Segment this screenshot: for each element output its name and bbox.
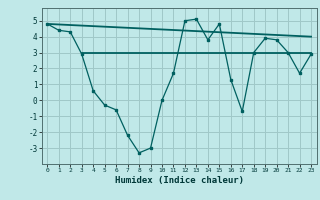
X-axis label: Humidex (Indice chaleur): Humidex (Indice chaleur) <box>115 176 244 185</box>
